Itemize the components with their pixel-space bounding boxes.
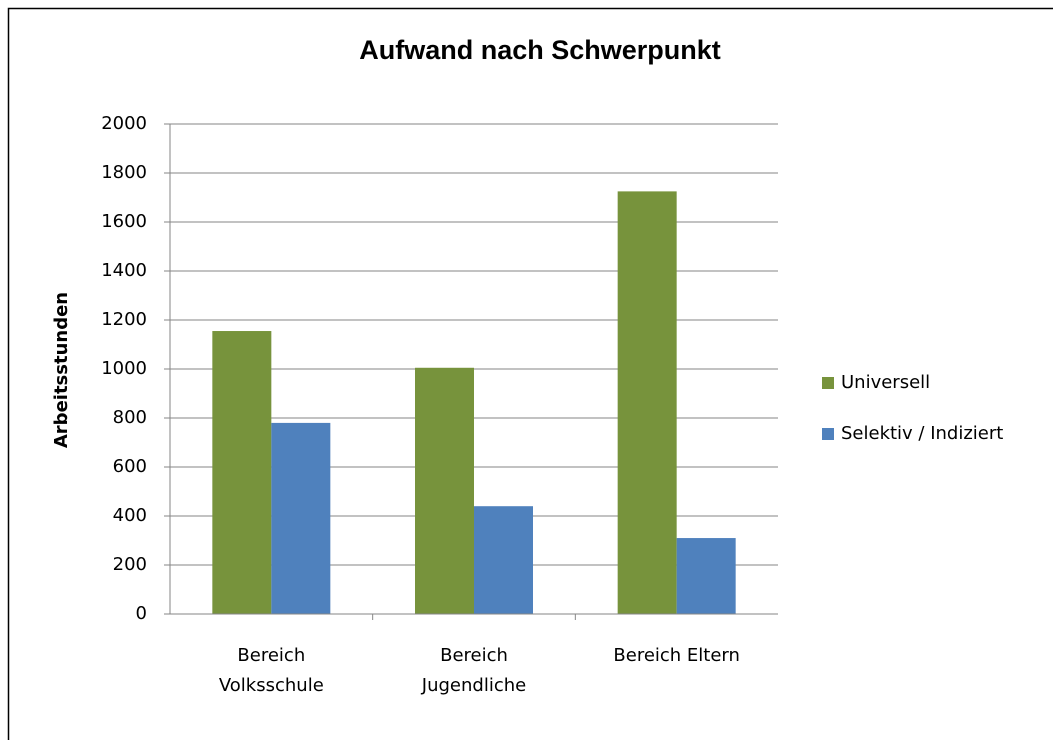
y-tick-label: 0 bbox=[136, 603, 147, 624]
y-axis-label: Arbeitsstunden bbox=[51, 292, 72, 448]
legend-label: Universell bbox=[841, 372, 930, 393]
x-tick-label: Bereich Jugendliche bbox=[421, 645, 527, 696]
chart-title: Aufwand nach Schwerpunkt bbox=[359, 35, 721, 65]
bar bbox=[617, 191, 677, 614]
legend-swatch bbox=[822, 428, 834, 440]
legend-swatch bbox=[822, 377, 834, 389]
legend-label: Selektiv / Indiziert bbox=[841, 423, 1003, 444]
y-tick-label: 600 bbox=[113, 456, 147, 477]
bar bbox=[271, 422, 331, 614]
y-tick-label: 400 bbox=[113, 505, 147, 526]
chart-border bbox=[7, 7, 1053, 740]
y-tick-label: 800 bbox=[113, 407, 147, 428]
y-tick-label: 1400 bbox=[101, 260, 147, 281]
y-tick-label: 1600 bbox=[101, 211, 147, 232]
x-tick-label: Bereich Eltern bbox=[613, 645, 740, 666]
bar bbox=[212, 331, 272, 614]
bar bbox=[474, 506, 533, 614]
y-tick-label: 1000 bbox=[101, 358, 147, 379]
y-tick-label: 1200 bbox=[101, 309, 147, 330]
bar bbox=[676, 538, 736, 614]
x-tick-label: Bereich Volksschule bbox=[218, 645, 324, 696]
y-tick-label: 1800 bbox=[101, 162, 147, 183]
y-tick-label: 2000 bbox=[101, 113, 147, 134]
bar bbox=[415, 367, 474, 614]
y-tick-label: 200 bbox=[113, 554, 147, 575]
